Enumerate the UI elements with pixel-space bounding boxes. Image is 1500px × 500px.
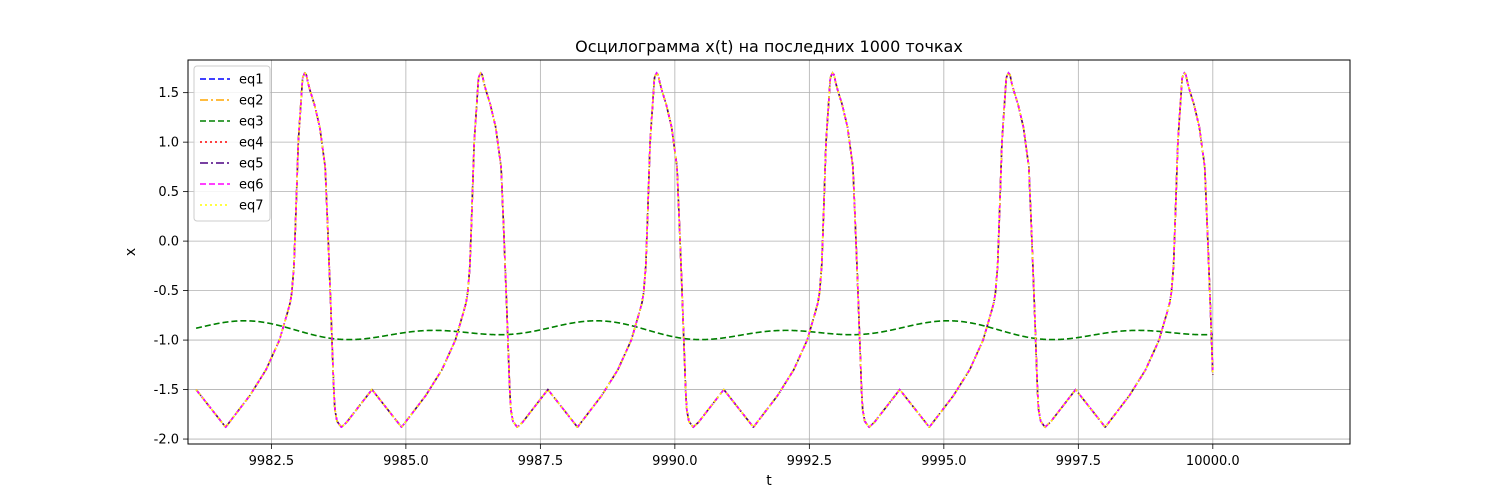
y-tick-label: 0.0 [158, 235, 179, 250]
legend-label-eq2: eq2 [239, 94, 264, 109]
x-tick-label: 9992.5 [787, 454, 833, 469]
legend-label-eq1: eq1 [239, 73, 264, 88]
x-tick-label: 9995.0 [921, 454, 967, 469]
y-axis-ticks: -2.0 -1.5 -1.0 -0.5 0.0 0.5 1.0 1.5 [154, 86, 188, 448]
legend-box [193, 65, 271, 222]
series-line-eq7 [195, 71, 1214, 429]
y-axis-label: x [123, 248, 139, 256]
y-tick-label: -2.0 [154, 433, 179, 448]
x-tick-label: 9982.5 [249, 454, 295, 469]
x-tick-label: 10000.0 [1186, 454, 1240, 469]
y-tick-label: 1.0 [158, 136, 179, 151]
x-axis-ticks: 9982.5 9985.0 9987.5 9990.0 9992.5 9995.0 9997… [249, 444, 1240, 469]
y-tick-label: -1.0 [154, 334, 179, 349]
x-tick-label: 9990.0 [652, 454, 698, 469]
y-tick-label: 0.5 [158, 185, 179, 200]
y-tick-label: -1.5 [154, 383, 179, 398]
x-tick-label: 9987.5 [518, 454, 564, 469]
x-axis-label: t [766, 473, 772, 489]
y-tick-label: -0.5 [154, 284, 179, 299]
legend-label-eq7: eq7 [239, 199, 264, 214]
series-line-eq6 [195, 71, 1214, 429]
x-tick-label: 9985.0 [383, 454, 429, 469]
series-line-eq3 [195, 319, 1213, 341]
plot-area [195, 71, 1214, 429]
y-tick-label: 1.5 [158, 86, 179, 101]
x-tick-label: 9997.5 [1056, 454, 1102, 469]
grid [188, 60, 1350, 444]
legend: eq1 eq2 eq3 eq4 eq5 eq6 eq7 [193, 65, 271, 222]
chart-title: Осцилограмма x(t) на последних 1000 точк… [575, 37, 963, 56]
legend-label-eq6: eq6 [239, 178, 264, 193]
legend-label-eq4: eq4 [239, 136, 264, 151]
axes-frame [187, 59, 1351, 445]
legend-label-eq5: eq5 [239, 157, 264, 172]
legend-label-eq3: eq3 [239, 115, 264, 130]
